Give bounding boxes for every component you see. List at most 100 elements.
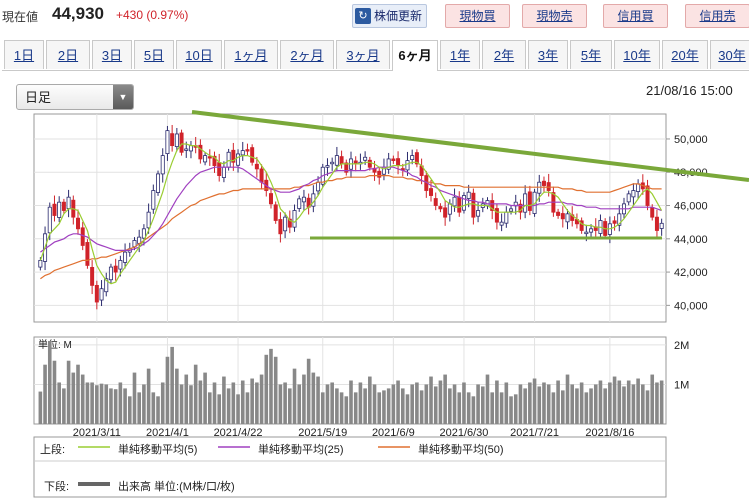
- candle-body: [650, 207, 655, 218]
- candle-body: [396, 158, 401, 166]
- tab-period-9[interactable]: 1年: [440, 40, 480, 69]
- volume-bar: [659, 380, 664, 424]
- volume-bar: [212, 382, 217, 424]
- volume-bar: [396, 380, 400, 424]
- tab-period-3[interactable]: 5日: [134, 40, 174, 69]
- volume-bar: [283, 382, 287, 424]
- candle-body: [301, 196, 306, 203]
- candle-body: [560, 213, 565, 220]
- xtick-label: 2021/5/19: [298, 427, 347, 439]
- tab-period-1[interactable]: 2日: [46, 40, 90, 69]
- volume-bar: [368, 376, 372, 424]
- volume-bar: [292, 368, 297, 424]
- margin-sell-button[interactable]: 信用売: [685, 4, 749, 28]
- candle-body: [113, 265, 118, 273]
- volume-bar: [95, 385, 99, 424]
- volume-bar: [509, 396, 513, 424]
- volume-bar: [151, 392, 156, 424]
- volume-bar: [76, 364, 80, 424]
- volume-bar: [377, 392, 382, 424]
- current-price: 44,930: [52, 4, 104, 23]
- candle-body: [344, 162, 349, 173]
- ma5-line: [39, 143, 663, 285]
- candle-body: [151, 190, 156, 210]
- price-ytick-label: 40,000: [674, 300, 708, 312]
- cash-buy-button[interactable]: 現物買: [445, 4, 510, 28]
- candle-body: [339, 156, 344, 165]
- candle-body: [377, 170, 382, 178]
- volume-bar: [71, 372, 76, 424]
- volume-bar: [62, 388, 66, 424]
- volume-bar: [66, 360, 71, 424]
- tab-period-15[interactable]: 30年: [710, 40, 749, 69]
- xtick-label: 2021/3/11: [73, 427, 121, 439]
- candle-body: [316, 181, 321, 192]
- candle-body: [461, 195, 466, 211]
- volume-bar: [99, 383, 104, 424]
- candle-body: [38, 260, 43, 268]
- candle-body: [429, 188, 434, 196]
- volume-bar: [641, 384, 645, 424]
- tab-period-8[interactable]: 6ヶ月: [392, 40, 438, 71]
- candle-body: [283, 216, 288, 232]
- tab-period-7[interactable]: 3ヶ月: [336, 40, 390, 69]
- tab-period-4[interactable]: 10日: [176, 40, 222, 69]
- candle-body: [268, 193, 273, 205]
- candle-body: [278, 219, 283, 235]
- tab-period-10[interactable]: 2年: [482, 40, 526, 69]
- candle-body: [76, 217, 81, 230]
- volume-bar: [170, 346, 174, 424]
- volume-ytick-label: 2M: [674, 340, 689, 352]
- candle-body: [221, 166, 226, 178]
- volume-bar: [410, 384, 414, 424]
- volume-bar: [570, 384, 575, 424]
- legend-box: [33, 436, 667, 498]
- candle-body: [146, 211, 151, 229]
- volume-bar: [631, 384, 636, 424]
- volume-bar: [650, 374, 655, 424]
- tab-period-0[interactable]: 1日: [4, 40, 44, 69]
- refresh-price-button[interactable]: ↻ 株価更新: [352, 4, 428, 28]
- volume-bar: [297, 384, 302, 424]
- candle-body: [466, 191, 471, 199]
- volume-bar: [584, 392, 589, 424]
- candle-body: [499, 221, 504, 226]
- volume-bar: [302, 374, 306, 424]
- volume-bar: [575, 388, 579, 424]
- candle-body: [626, 193, 631, 203]
- volume-bar: [264, 354, 269, 424]
- volume-bar: [80, 374, 85, 424]
- legend-upper-label: 上段:: [40, 444, 66, 456]
- candle-body: [297, 198, 302, 209]
- candle-body: [118, 260, 123, 270]
- volume-bar: [104, 384, 109, 424]
- bar-type-select[interactable]: 日足 ▼: [16, 84, 134, 110]
- volume-bar: [113, 389, 118, 424]
- tab-period-13[interactable]: 10年: [614, 40, 660, 69]
- candle-body: [509, 208, 514, 212]
- tab-period-11[interactable]: 3年: [528, 40, 568, 69]
- volume-bar: [38, 391, 43, 424]
- resistance-trendline: [191, 110, 749, 182]
- tab-period-5[interactable]: 1ヶ月: [224, 40, 278, 69]
- candle-body: [443, 207, 448, 218]
- volume-bar: [448, 388, 452, 424]
- tab-period-2[interactable]: 3日: [92, 40, 132, 69]
- volume-bar: [480, 386, 485, 424]
- tab-period-14[interactable]: 20年: [662, 40, 708, 69]
- volume-bar: [438, 380, 443, 424]
- candle-body: [292, 210, 297, 228]
- margin-buy-button[interactable]: 信用買: [603, 4, 668, 28]
- candle-body: [170, 133, 175, 147]
- cash-sell-button[interactable]: 現物売: [522, 4, 587, 28]
- volume-bar: [198, 380, 203, 424]
- volume-bar: [565, 374, 570, 424]
- tab-period-12[interactable]: 5年: [570, 40, 612, 69]
- tab-period-6[interactable]: 2ヶ月: [280, 40, 334, 69]
- volume-bar: [311, 372, 316, 424]
- candle-body: [203, 155, 208, 163]
- volume-bar: [622, 386, 626, 424]
- volume-bar: [617, 380, 622, 424]
- volume-ytick-label: 1M: [674, 379, 689, 391]
